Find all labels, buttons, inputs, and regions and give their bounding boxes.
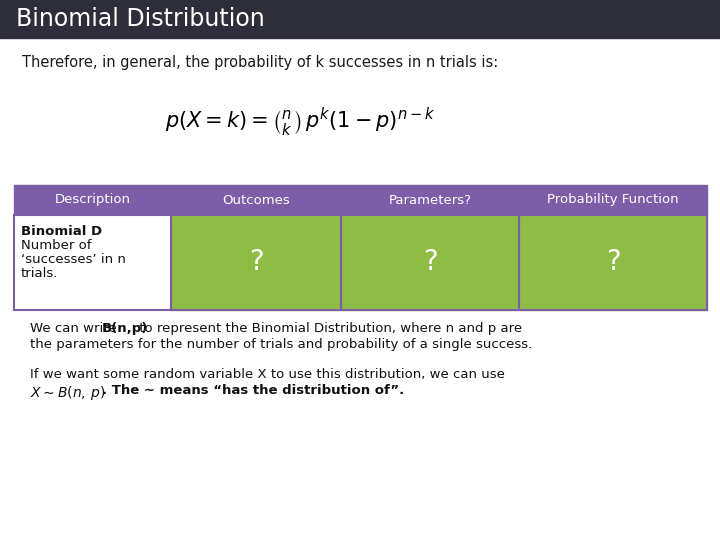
Bar (341, 215, 519, 310)
Text: We can write: We can write (30, 322, 121, 335)
Bar (171, 215, 341, 310)
Text: Binomial Distribution: Binomial Distribution (16, 7, 265, 31)
Text: Parameters?: Parameters? (389, 193, 472, 206)
Bar (14, 215, 171, 310)
Text: Number of: Number of (21, 239, 91, 252)
Bar (14, 215, 171, 310)
Text: . The ∼ means “has the distribution of”.: . The ∼ means “has the distribution of”. (102, 384, 404, 397)
Text: trials.: trials. (21, 267, 58, 280)
Text: the parameters for the number of trials and probability of a single success.: the parameters for the number of trials … (30, 338, 532, 351)
Text: ?: ? (248, 248, 264, 276)
Bar (341, 215, 519, 310)
Bar (0, 0, 720, 38)
Text: $p(X=k) = \binom{n}{k}\,p^k(1-p)^{n-k}$: $p(X=k) = \binom{n}{k}\,p^k(1-p)^{n-k}$ (165, 105, 436, 139)
Text: If we want some random variable X to use this distribution, we can use: If we want some random variable X to use… (30, 368, 505, 381)
Text: to represent the Binomial Distribution, where n and p are: to represent the Binomial Distribution, … (135, 322, 522, 335)
Text: B(n,p): B(n,p) (102, 322, 148, 335)
Text: $X{\sim}B(n,\,p)$: $X{\sim}B(n,\,p)$ (30, 384, 105, 402)
Bar (519, 215, 707, 310)
Bar (519, 215, 707, 310)
Text: ?: ? (606, 248, 621, 276)
Text: Therefore, in general, the probability of k successes in n trials is:: Therefore, in general, the probability o… (22, 55, 498, 70)
Text: Binomial D: Binomial D (21, 225, 102, 238)
Bar (14, 185, 707, 215)
Text: Outcomes: Outcomes (222, 193, 290, 206)
Bar (171, 215, 341, 310)
Text: Probability Function: Probability Function (547, 193, 679, 206)
Text: ?: ? (423, 248, 437, 276)
Text: Description: Description (55, 193, 130, 206)
Text: ‘successes’ in n: ‘successes’ in n (21, 253, 126, 266)
